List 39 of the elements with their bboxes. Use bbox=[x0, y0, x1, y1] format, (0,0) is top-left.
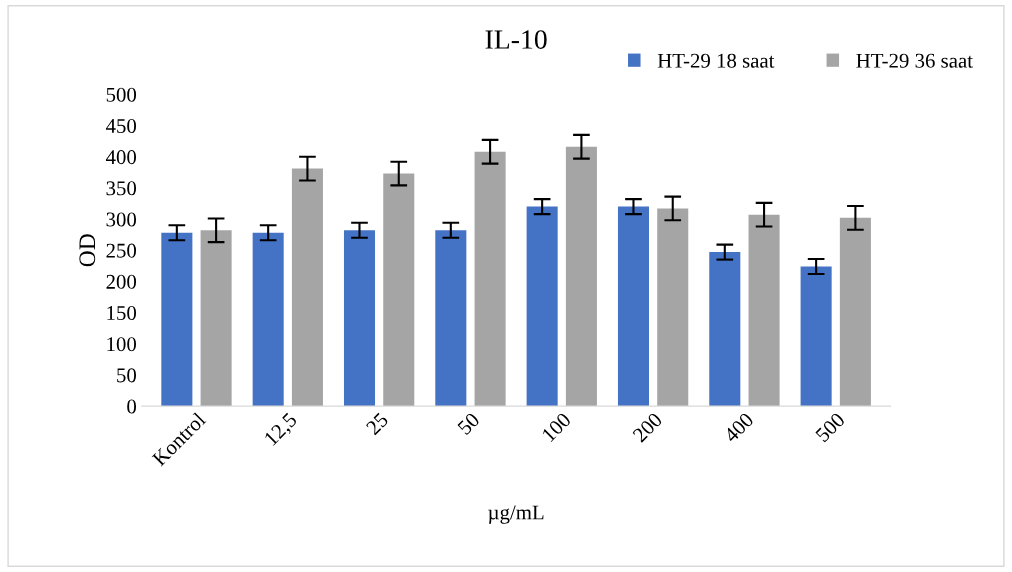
x-tick-label: 500 bbox=[814, 411, 846, 443]
y-tick-label: 500 bbox=[106, 87, 137, 102]
x-tick-label: 400 bbox=[723, 411, 755, 444]
bar bbox=[161, 232, 193, 407]
y-tick-label: 250 bbox=[106, 243, 137, 258]
y-tick-label: 450 bbox=[105, 118, 137, 133]
bar bbox=[435, 230, 467, 407]
bar bbox=[343, 230, 376, 407]
y-tick-label: 150 bbox=[107, 305, 137, 321]
y-tick-label: 0 bbox=[127, 399, 137, 414]
bar bbox=[291, 168, 323, 407]
y-tick-label: 100 bbox=[107, 337, 137, 352]
y-axis-title: OD bbox=[79, 234, 96, 267]
bar bbox=[383, 173, 415, 407]
bar bbox=[565, 146, 597, 407]
bar bbox=[474, 151, 506, 407]
chart-title: IL-10 bbox=[485, 30, 547, 49]
bar bbox=[800, 266, 832, 407]
x-tick-label: 100 bbox=[541, 411, 572, 443]
bar bbox=[657, 208, 689, 407]
y-tick-label: 200 bbox=[106, 274, 137, 289]
x-tick-label: 200 bbox=[632, 411, 663, 443]
legend-label: HT-29 18 saat bbox=[657, 53, 775, 68]
legend-label: HT-29 36 saat bbox=[856, 53, 973, 68]
bar bbox=[252, 232, 284, 407]
bar bbox=[526, 206, 558, 407]
bar bbox=[617, 206, 649, 407]
x-tick-label: 25 bbox=[365, 412, 389, 436]
x-tick-label: 50 bbox=[457, 411, 481, 436]
bar bbox=[709, 252, 741, 407]
bar bbox=[200, 230, 232, 407]
y-tick-label: 300 bbox=[106, 212, 137, 227]
y-tick-label: 400 bbox=[105, 150, 137, 165]
bar bbox=[748, 214, 780, 407]
y-tick-label: 350 bbox=[106, 181, 137, 196]
y-tick-label: 50 bbox=[117, 368, 137, 383]
x-axis-title: µg/mL bbox=[488, 505, 544, 524]
bar bbox=[839, 217, 871, 407]
x-tick-label: 12,5 bbox=[263, 412, 300, 448]
